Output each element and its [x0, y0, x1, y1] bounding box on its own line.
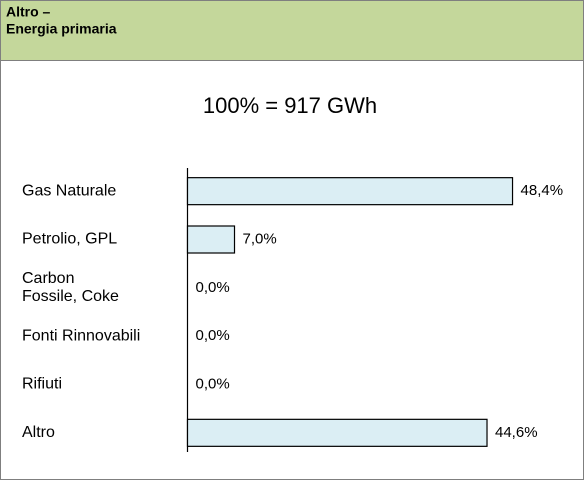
bar [186, 418, 488, 447]
category-label: Carbon Fossile, Coke [22, 270, 119, 305]
value-label: 48,4% [521, 182, 564, 199]
subtitle: 100% = 917 GWh [203, 93, 377, 118]
header [0, 0, 584, 61]
category-label: Rifiuti [22, 376, 62, 393]
category-label: Petrolio, GPL [22, 231, 117, 248]
chart-title: Altro – [6, 4, 51, 20]
bar [186, 225, 236, 254]
value-label: 44,6% [495, 424, 538, 441]
bar [186, 177, 514, 206]
category-label: Gas Naturale [22, 182, 116, 199]
category-label: Altro [22, 424, 55, 441]
value-label: 0,0% [196, 279, 230, 296]
value-label: 0,0% [196, 327, 230, 344]
chart-title: Energia primaria [6, 21, 117, 37]
value-label: 0,0% [196, 375, 230, 392]
category-label: Fonti Rinnovabili [22, 327, 140, 344]
value-label: 7,0% [243, 230, 277, 247]
